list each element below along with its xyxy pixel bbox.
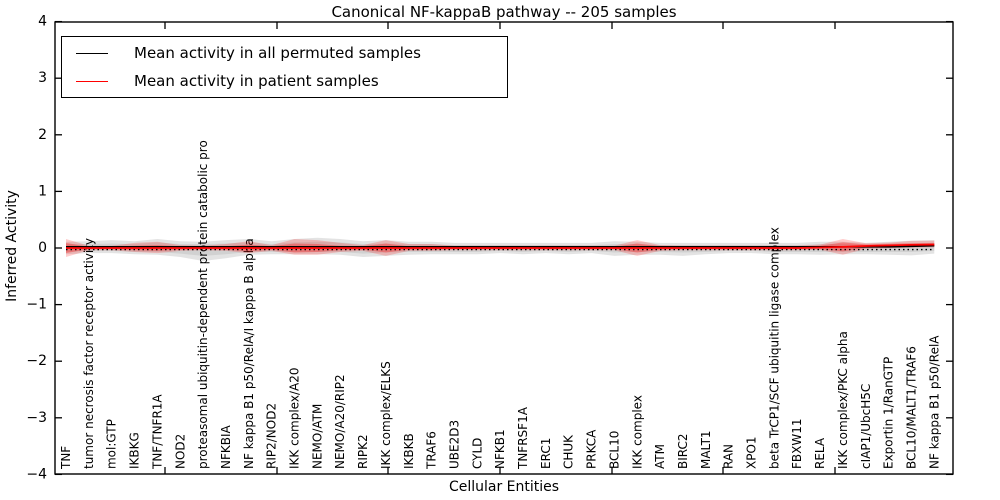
x-tick-label: RELA bbox=[813, 437, 827, 469]
x-tick-label: MALT1 bbox=[699, 430, 713, 469]
x-tick-label: TNF bbox=[59, 446, 73, 470]
legend-entry-patient: Mean activity in patient samples bbox=[76, 72, 507, 90]
y-tick-label: −3 bbox=[26, 410, 47, 426]
x-tick-label: BCL10/MALT1/TRAF6 bbox=[904, 346, 918, 469]
x-tick-label: IKBKB bbox=[402, 433, 416, 469]
x-tick-label: RAN bbox=[722, 444, 736, 469]
y-tick-label: −1 bbox=[26, 297, 47, 313]
y-tick-label: −2 bbox=[26, 353, 47, 369]
y-axis-label: Inferred Activity bbox=[4, 190, 20, 302]
x-tick-label: beta TrCP1/SCF ubiquitin ligase complex bbox=[767, 227, 781, 469]
legend-label-patient: Mean activity in patient samples bbox=[134, 72, 379, 90]
x-tick-label: mol:GTP bbox=[105, 419, 119, 469]
legend: Mean activity in all permuted samples Me… bbox=[61, 36, 508, 98]
permuted-mean-line bbox=[66, 244, 935, 248]
x-tick-label: TNFRSF1A bbox=[516, 406, 530, 470]
x-tick-label: proteasomal ubiquitin-dependent protein … bbox=[196, 140, 210, 469]
y-tick-label: −4 bbox=[26, 466, 47, 482]
x-tick-label: NOD2 bbox=[173, 434, 187, 469]
chart-title: Canonical NF-kappaB pathway -- 205 sampl… bbox=[331, 3, 677, 21]
x-tick-label: BCL10 bbox=[607, 431, 621, 469]
x-tick-label: TRAF6 bbox=[425, 431, 439, 470]
x-tick-label: IKBKG bbox=[128, 432, 142, 469]
x-tick-label: tumor necrosis factor receptor activity bbox=[82, 238, 96, 469]
x-tick-label: FBXW11 bbox=[790, 419, 804, 470]
x-tick-label: RIPK2 bbox=[356, 434, 370, 469]
x-tick-label: IKK complex bbox=[630, 395, 644, 469]
x-tick-label: PRKCA bbox=[585, 429, 599, 469]
x-tick-label: CYLD bbox=[470, 438, 484, 469]
x-tick-label: IKK complex/A20 bbox=[288, 368, 302, 469]
x-tick-label: BIRC2 bbox=[676, 433, 690, 469]
x-tick-label: NEMO/ATM bbox=[310, 404, 324, 469]
x-tick-label: ERC1 bbox=[539, 438, 553, 469]
x-tick-label: Exportin 1/RanGTP bbox=[882, 357, 896, 469]
legend-label-permuted: Mean activity in all permuted samples bbox=[134, 44, 421, 62]
patient-line-swatch bbox=[76, 80, 108, 82]
y-tick-label: 0 bbox=[38, 240, 47, 256]
patient-mean-line bbox=[66, 243, 935, 249]
x-tick-label: NF kappa B1 p50/RelA/I kappa B alpha bbox=[242, 238, 256, 469]
x-tick-label: NFKB1 bbox=[493, 429, 507, 469]
x-tick-label: UBE2D3 bbox=[447, 420, 461, 469]
y-tick-label: 3 bbox=[38, 70, 47, 86]
x-tick-label: XPO1 bbox=[745, 436, 759, 469]
permuted-line-swatch bbox=[76, 52, 108, 54]
x-tick-label: NF kappa B1 p50/RelA bbox=[927, 335, 941, 469]
x-axis-label: Cellular Entities bbox=[448, 479, 560, 495]
x-tick-label: IKK complex/ELKS bbox=[379, 361, 393, 469]
y-tick-label: 4 bbox=[38, 14, 47, 30]
x-tick-label: CHUK bbox=[562, 434, 576, 469]
legend-entry-permuted: Mean activity in all permuted samples bbox=[76, 44, 507, 62]
x-tick-label: TNF/TNFR1A bbox=[150, 394, 164, 470]
x-tick-label: ATM bbox=[653, 444, 667, 469]
x-tick-label: NFKBIA bbox=[219, 424, 233, 469]
x-tick-label: NEMO/A20/RIP2 bbox=[333, 374, 347, 469]
y-tick-label: 2 bbox=[38, 127, 47, 143]
y-tick-label: 1 bbox=[38, 183, 47, 199]
permuted-sample-band-outer bbox=[66, 237, 935, 262]
x-tick-label: IKK complex/PKC alpha bbox=[836, 331, 850, 469]
x-tick-label: RIP2/NOD2 bbox=[265, 403, 279, 469]
x-tick-label: cIAP1/UbcH5C bbox=[859, 384, 873, 469]
